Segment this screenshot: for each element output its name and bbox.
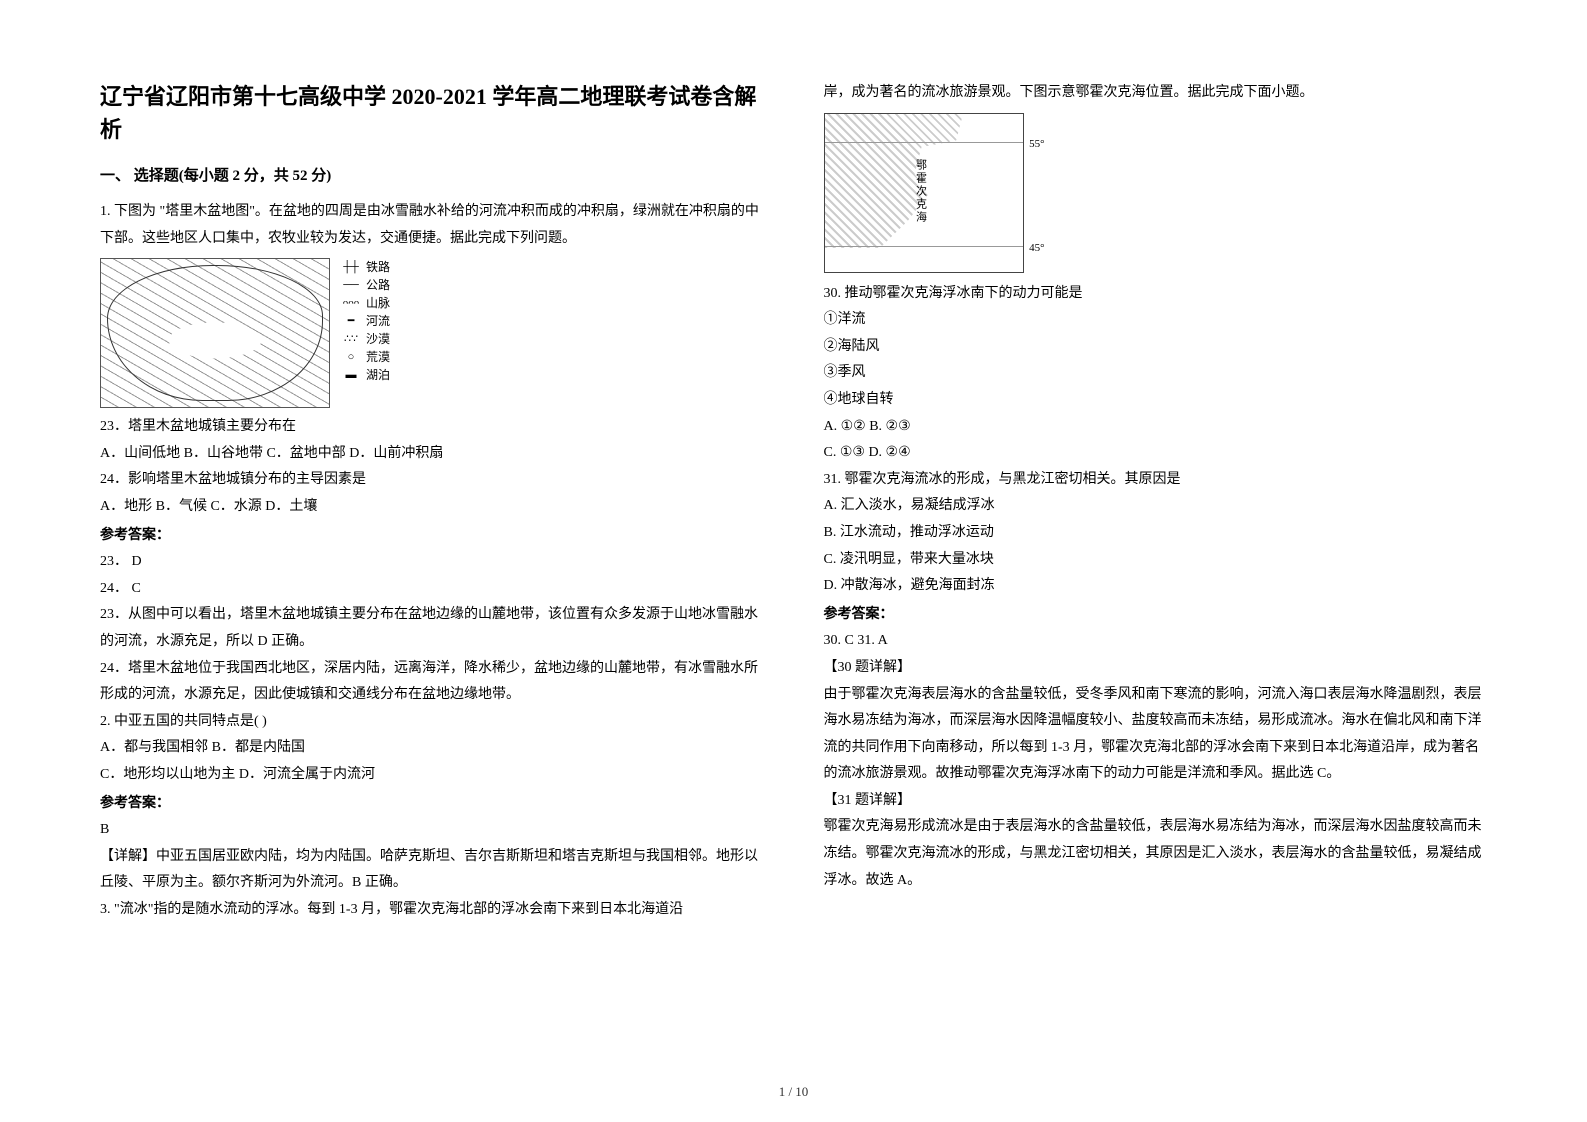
explanation-2: 【详解】中亚五国居亚欧内陆，均为内陆国。哈萨克斯坦、吉尔吉斯斯坦和塔吉克斯坦与我…	[100, 844, 764, 897]
tarim-basin-map	[100, 258, 330, 408]
mountain-icon: ᴖᴖᴖ	[340, 295, 362, 312]
map1-legend: ┼┼铁路 ──公路 ᴖᴖᴖ山脉 ━河流 ∴∵沙漠 ○荒漠 ▬湖泊	[340, 258, 390, 384]
q30-options-ab: A. ①② B. ②③	[824, 414, 1488, 441]
q2-options-c: C．地形均以山地为主 D．河流全属于内流河	[100, 762, 764, 789]
left-column: 辽宁省辽阳市第十七高级中学 2020-2021 学年高二地理联考试卷含解析 一、…	[100, 80, 764, 1040]
answer-label: 参考答案：	[100, 523, 764, 550]
explanation-31-heading: 【31 题详解】	[824, 788, 1488, 815]
q2-options-a: A．都与我国相邻 B．都是内陆国	[100, 735, 764, 762]
legend-item: ∴∵沙漠	[340, 330, 390, 348]
explanation-23: 23．从图中可以看出，塔里木盆地城镇主要分布在盆地边缘的山麓地带，该位置有众多发…	[100, 602, 764, 655]
q30-stem: 30. 推动鄂霍次克海浮冰南下的动力可能是	[824, 281, 1488, 308]
q3-intro: 3. "流冰"指的是随水流动的浮冰。每到 1-3 月，鄂霍次克海北部的浮冰会南下…	[100, 897, 764, 924]
answer-23: 23． D	[100, 549, 764, 576]
q30-opt1: ①洋流	[824, 307, 1488, 334]
explanation-30: 由于鄂霍次克海表层海水的含盐量较低，受冬季风和南下寒流的影响，河流入海口表层海水…	[824, 682, 1488, 788]
legend-item: ━河流	[340, 312, 390, 330]
q31-option-c: C. 凌汛明显，带来大量冰块	[824, 547, 1488, 574]
q24-options: A．地形 B．气候 C．水源 D．土壤	[100, 494, 764, 521]
rail-icon: ┼┼	[340, 259, 362, 276]
page-number: 1 / 10	[0, 1084, 1587, 1100]
q31-option-a: A. 汇入淡水，易凝结成浮冰	[824, 493, 1488, 520]
desert-icon: ∴∵	[340, 331, 362, 348]
section-heading: 一、 选择题(每小题 2 分，共 52 分)	[100, 164, 764, 185]
okhotsk-map: 鄂霍次克海 55° 45°	[824, 113, 1024, 273]
legend-label: 荒漠	[366, 348, 390, 366]
q30-options-cd: C. ①③ D. ②④	[824, 440, 1488, 467]
q31-option-d: D. 冲散海冰，避免海面封冻	[824, 573, 1488, 600]
q23-stem: 23．塔里木盆地城镇主要分布在	[100, 414, 764, 441]
lat-line	[825, 246, 1023, 247]
q1-intro: 1. 下图为 "塔里木盆地图"。在盆地的四周是由冰雪融水补给的河流冲积而成的冲积…	[100, 199, 764, 252]
map2-label: 鄂霍次克海	[913, 159, 929, 224]
q30-opt3: ③季风	[824, 360, 1488, 387]
q2-stem: 2. 中亚五国的共同特点是( )	[100, 709, 764, 736]
legend-item: ▬湖泊	[340, 366, 390, 384]
q3-continuation: 岸，成为著名的流冰旅游景观。下图示意鄂霍次克海位置。据此完成下面小题。	[824, 80, 1488, 107]
q31-stem: 31. 鄂霍次克海流冰的形成，与黑龙江密切相关。其原因是	[824, 467, 1488, 494]
lat-line	[825, 142, 1023, 143]
legend-label: 公路	[366, 276, 390, 294]
legend-item: ┼┼铁路	[340, 258, 390, 276]
q24-stem: 24．影响塔里木盆地城镇分布的主导因素是	[100, 467, 764, 494]
river-icon: ━	[340, 313, 362, 330]
legend-label: 山脉	[366, 294, 390, 312]
answer-2: B	[100, 817, 764, 844]
lat-label-55: 55°	[1029, 138, 1044, 150]
page-columns: 辽宁省辽阳市第十七高级中学 2020-2021 学年高二地理联考试卷含解析 一、…	[100, 80, 1487, 1040]
q31-option-b: B. 江水流动，推动浮冰运动	[824, 520, 1488, 547]
q30-opt2: ②海陆风	[824, 334, 1488, 361]
doc-title: 辽宁省辽阳市第十七高级中学 2020-2021 学年高二地理联考试卷含解析	[100, 80, 764, 146]
gobi-icon: ○	[340, 349, 362, 366]
answer-30-31: 30. C 31. A	[824, 628, 1488, 655]
legend-item: ᴖᴖᴖ山脉	[340, 294, 390, 312]
q23-options: A．山间低地 B．山谷地带 C．盆地中部 D．山前冲积扇	[100, 441, 764, 468]
legend-item: ○荒漠	[340, 348, 390, 366]
explanation-31: 鄂霍次克海易形成流冰是由于表层海水的含盐量较低，表层海水易冻结为海冰，而深层海水…	[824, 814, 1488, 894]
explanation-30-heading: 【30 题详解】	[824, 655, 1488, 682]
answer-24: 24． C	[100, 576, 764, 603]
map1-block: ┼┼铁路 ──公路 ᴖᴖᴖ山脉 ━河流 ∴∵沙漠 ○荒漠 ▬湖泊	[100, 258, 764, 408]
legend-label: 铁路	[366, 258, 390, 276]
right-column: 岸，成为著名的流冰旅游景观。下图示意鄂霍次克海位置。据此完成下面小题。 鄂霍次克…	[824, 80, 1488, 1040]
legend-label: 湖泊	[366, 366, 390, 384]
lat-label-45: 45°	[1029, 242, 1044, 254]
answer-label: 参考答案：	[824, 602, 1488, 629]
explanation-24: 24．塔里木盆地位于我国西北地区，深居内陆，远离海洋，降水稀少，盆地边缘的山麓地…	[100, 656, 764, 709]
road-icon: ──	[340, 277, 362, 294]
lake-icon: ▬	[340, 367, 362, 384]
legend-label: 沙漠	[366, 330, 390, 348]
legend-item: ──公路	[340, 276, 390, 294]
answer-label: 参考答案：	[100, 791, 764, 818]
legend-label: 河流	[366, 312, 390, 330]
landmass-icon	[825, 114, 964, 248]
q30-opt4: ④地球自转	[824, 387, 1488, 414]
